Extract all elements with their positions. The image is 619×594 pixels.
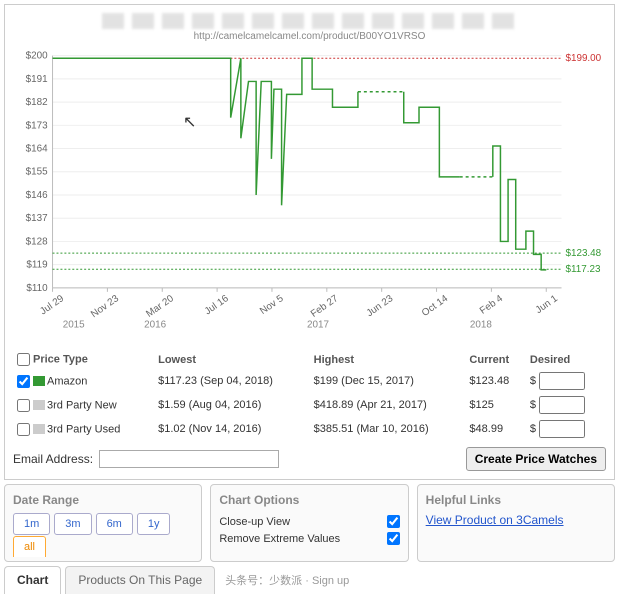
series-swatch bbox=[33, 376, 45, 386]
series-name: 3rd Party Used bbox=[47, 423, 120, 435]
date-range-title: Date Range bbox=[13, 493, 193, 507]
svg-text:$155: $155 bbox=[26, 167, 48, 178]
svg-text:Feb 27: Feb 27 bbox=[309, 293, 340, 320]
svg-text:$182: $182 bbox=[26, 97, 48, 108]
col-highest: Highest bbox=[310, 350, 466, 369]
range-3m-button[interactable]: 3m bbox=[54, 513, 91, 535]
price-chart[interactable]: $200 $191 $182 $173 $164 $155 $146 $137 $128 $119… bbox=[13, 44, 606, 344]
svg-text:$128: $128 bbox=[26, 236, 48, 247]
date-range-box: Date Range 1m3m6m1y all bbox=[4, 484, 202, 562]
current-cell: $125 bbox=[465, 393, 526, 417]
svg-text:Feb 4: Feb 4 bbox=[478, 293, 505, 317]
series-name: Amazon bbox=[47, 375, 87, 387]
helpful-links-box: Helpful Links View Product on 3Camels bbox=[417, 484, 615, 562]
svg-text:$146: $146 bbox=[26, 190, 48, 201]
svg-text:2015: 2015 bbox=[63, 319, 85, 330]
series-swatch bbox=[33, 400, 45, 410]
svg-text:$173: $173 bbox=[26, 120, 48, 131]
page-tabs: Chart Products On This Page 头条号：少数派 · Si… bbox=[4, 566, 615, 594]
chart-options-box: Chart Options Close-up View Remove Extre… bbox=[210, 484, 408, 562]
col-current: Current bbox=[465, 350, 526, 369]
row-checkbox[interactable] bbox=[17, 399, 30, 412]
view-product-link[interactable]: View Product on 3Camels bbox=[426, 513, 564, 527]
svg-text:$123.48: $123.48 bbox=[565, 248, 601, 259]
email-input[interactable] bbox=[99, 450, 279, 468]
svg-text:Jun 23: Jun 23 bbox=[365, 293, 396, 319]
series-swatch bbox=[33, 424, 45, 434]
remove-extreme-checkbox[interactable] bbox=[387, 532, 400, 545]
svg-text:Jun 1: Jun 1 bbox=[534, 293, 561, 316]
chart-canvas: $200 $191 $182 $173 $164 $155 $146 $137 $128 $119… bbox=[13, 44, 606, 344]
svg-text:2018: 2018 bbox=[470, 319, 492, 330]
product-title-redacted bbox=[102, 13, 517, 29]
svg-text:$164: $164 bbox=[26, 144, 48, 155]
closeup-label: Close-up View bbox=[219, 516, 290, 528]
closeup-checkbox[interactable] bbox=[387, 515, 400, 528]
lowest-cell: $1.59 (Aug 04, 2016) bbox=[154, 393, 310, 417]
svg-text:Oct 14: Oct 14 bbox=[420, 293, 451, 319]
create-price-watches-button[interactable]: Create Price Watches bbox=[466, 447, 606, 471]
options-row: Date Range 1m3m6m1y all Chart Options Cl… bbox=[4, 484, 615, 562]
desired-cell: $ bbox=[526, 417, 606, 441]
svg-text:$117.23: $117.23 bbox=[565, 264, 600, 275]
row-checkbox[interactable] bbox=[17, 423, 30, 436]
highest-cell: $418.89 (Apr 21, 2017) bbox=[310, 393, 466, 417]
series-name: 3rd Party New bbox=[47, 399, 117, 411]
chart-options-title: Chart Options bbox=[219, 493, 399, 507]
price-type-table: Price Type Lowest Highest Current Desire… bbox=[13, 350, 606, 441]
range-1y-button[interactable]: 1y bbox=[137, 513, 171, 535]
email-label: Email Address: bbox=[13, 452, 93, 466]
table-row: 3rd Party New $1.59 (Aug 04, 2016)$418.89… bbox=[13, 393, 606, 417]
current-cell: $123.48 bbox=[465, 369, 526, 393]
desired-input[interactable] bbox=[539, 396, 585, 414]
svg-text:Mar 20: Mar 20 bbox=[144, 293, 176, 320]
desired-input[interactable] bbox=[539, 420, 585, 438]
col-desired: Desired bbox=[526, 350, 606, 369]
svg-text:$119: $119 bbox=[26, 260, 48, 271]
desired-input[interactable] bbox=[539, 372, 585, 390]
range-all-button[interactable]: all bbox=[13, 536, 46, 557]
range-1m-button[interactable]: 1m bbox=[13, 513, 50, 535]
lowest-cell: $117.23 (Sep 04, 2018) bbox=[154, 369, 310, 393]
svg-text:$110: $110 bbox=[26, 283, 48, 294]
svg-text:Jul 16: Jul 16 bbox=[203, 293, 231, 317]
tab-chart[interactable]: Chart bbox=[4, 566, 61, 594]
svg-text:Nov 23: Nov 23 bbox=[89, 293, 121, 320]
source-url: http://camelcamelcamel.com/product/B00YO… bbox=[13, 31, 606, 42]
row-checkbox[interactable] bbox=[17, 375, 30, 388]
table-row: Amazon $117.23 (Sep 04, 2018)$199 (Dec 15… bbox=[13, 369, 606, 393]
toggle-all-checkbox[interactable] bbox=[17, 353, 30, 366]
helpful-title: Helpful Links bbox=[426, 493, 606, 507]
chart-panel: http://camelcamelcamel.com/product/B00YO… bbox=[4, 4, 615, 480]
range-6m-button[interactable]: 6m bbox=[96, 513, 133, 535]
range-buttons: 1m3m6m1y bbox=[13, 513, 193, 535]
desired-cell: $ bbox=[526, 393, 606, 417]
col-price-type: Price Type bbox=[13, 350, 154, 369]
svg-text:Nov 5: Nov 5 bbox=[258, 293, 286, 317]
svg-text:$191: $191 bbox=[26, 74, 48, 85]
remove-extreme-label: Remove Extreme Values bbox=[219, 533, 340, 545]
svg-text:$199.00: $199.00 bbox=[565, 53, 601, 64]
svg-text:$200: $200 bbox=[26, 51, 48, 62]
email-row: Email Address: Create Price Watches bbox=[13, 447, 606, 471]
current-cell: $48.99 bbox=[465, 417, 526, 441]
svg-text:2017: 2017 bbox=[307, 319, 329, 330]
col-lowest: Lowest bbox=[154, 350, 310, 369]
svg-text:2016: 2016 bbox=[144, 319, 166, 330]
footer-note: 头条号：少数派 · Sign up bbox=[219, 566, 355, 594]
lowest-cell: $1.02 (Nov 14, 2016) bbox=[154, 417, 310, 441]
highest-cell: $199 (Dec 15, 2017) bbox=[310, 369, 466, 393]
svg-text:$137: $137 bbox=[26, 213, 48, 224]
desired-cell: $ bbox=[526, 369, 606, 393]
tab-products[interactable]: Products On This Page bbox=[65, 566, 215, 594]
highest-cell: $385.51 (Mar 10, 2016) bbox=[310, 417, 466, 441]
table-row: 3rd Party Used $1.02 (Nov 14, 2016)$385.5… bbox=[13, 417, 606, 441]
svg-text:Jul 29: Jul 29 bbox=[38, 293, 66, 317]
